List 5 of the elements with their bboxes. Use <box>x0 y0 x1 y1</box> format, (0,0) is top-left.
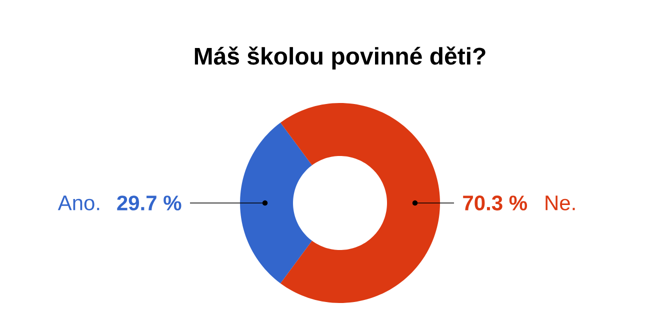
data-label: 70.3 % <box>463 196 528 210</box>
slice-label: Ne. <box>546 196 575 210</box>
data-label: 29.7 % <box>117 196 182 210</box>
chart-title: Máš školou povinné děti? <box>194 46 486 70</box>
slice-label: Ano. <box>58 196 100 210</box>
